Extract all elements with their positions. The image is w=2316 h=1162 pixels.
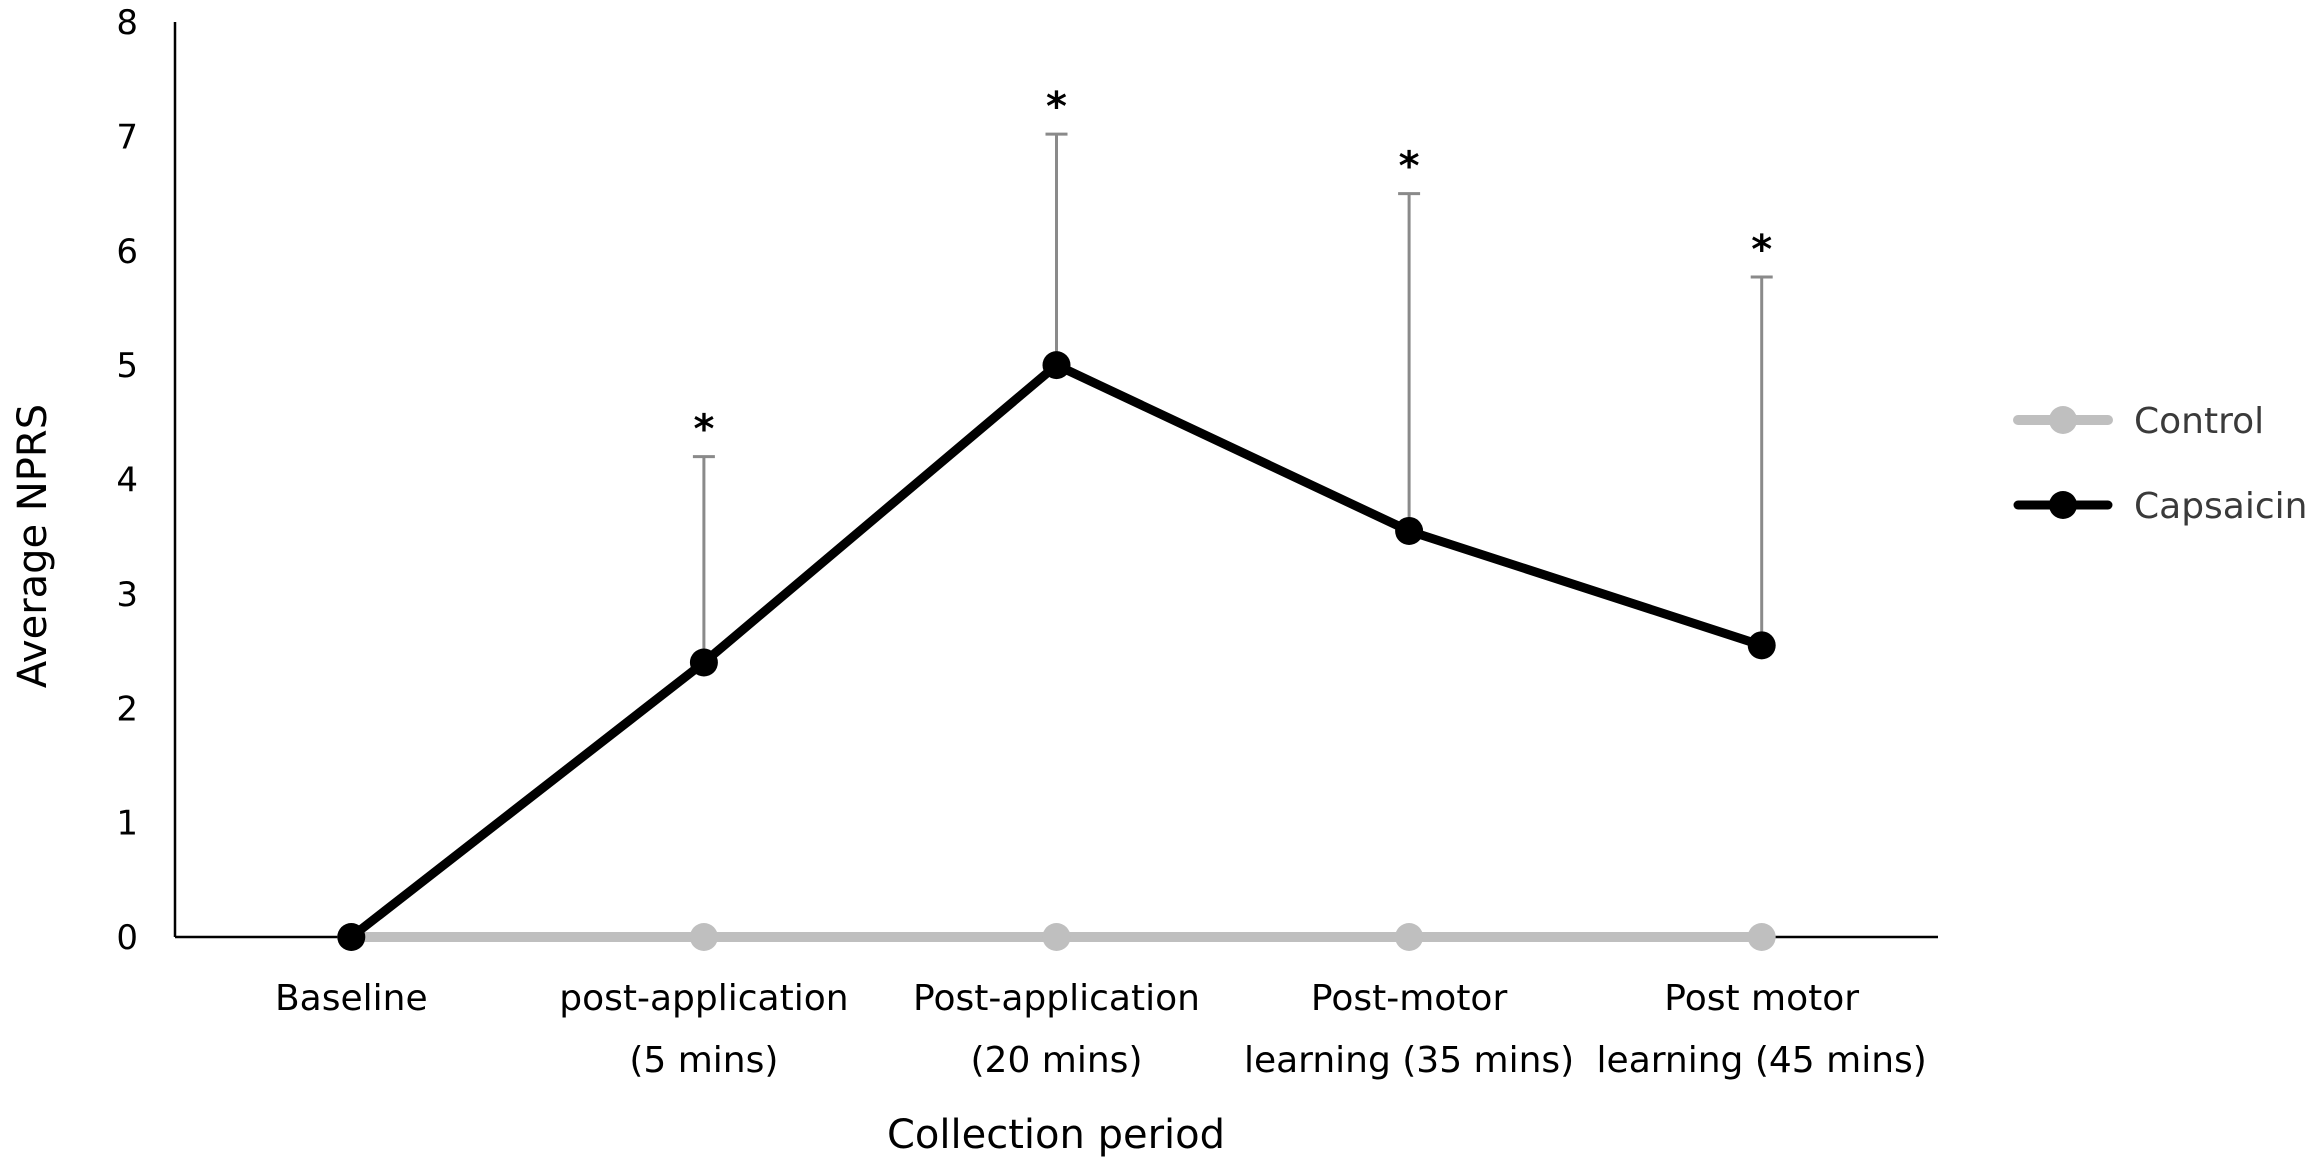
x-category-label-line: Post-application [913,978,1200,1019]
y-tick-label: 1 [116,804,138,844]
y-axis-title: Average NPRS [10,404,56,688]
y-tick-label: 7 [116,117,138,157]
y-tick-label: 6 [116,232,138,272]
significance-markers: * * * * [693,84,1772,453]
y-tick-label: 2 [116,689,138,729]
significance-marker: * [693,407,714,453]
significance-marker: * [1751,227,1772,273]
y-tick-label: 3 [116,575,138,615]
x-category-label-line: (20 mins) [971,1040,1143,1081]
x-category-label-line: Baseline [275,978,428,1019]
legend-label-capsaicin: Capsaicin [2134,486,2307,527]
series-line-capsaicin [346,360,1767,942]
x-category-label-line: learning (35 mins) [1244,1040,1574,1081]
legend-marker-capsaicin [2049,491,2077,519]
x-category-label: post-application (5 mins) [559,978,848,1081]
x-category-label: Baseline [275,978,428,1019]
y-tick-label: 5 [116,346,138,386]
data-point-control [1042,923,1071,951]
data-point-capsaicin [337,923,366,951]
data-point-control [1747,923,1776,951]
x-category-label-line: Post motor [1664,978,1859,1019]
x-category-label-line: Post-motor [1311,978,1508,1019]
data-point-capsaicin [1395,516,1424,545]
legend-marker-control [2049,406,2077,434]
data-point-capsaicin [1747,631,1776,660]
data-point-capsaicin [689,648,718,677]
y-tick-label: 4 [116,461,138,501]
x-axis-title: Collection period [887,1112,1225,1158]
data-point-control [689,923,718,951]
error-bars [692,132,1773,663]
x-category-labels: Baseline post-application (5 mins) Post-app… [275,978,1927,1081]
x-category-label-line: post-application [559,978,848,1019]
data-point-capsaicin [1042,351,1071,380]
significance-marker: * [1399,144,1420,190]
x-category-label: Post motor learning (45 mins) [1597,978,1927,1081]
x-category-label: Post-motor learning (35 mins) [1244,978,1574,1081]
legend-label-control: Control [2134,401,2264,442]
legend: Control Capsaicin [2013,401,2307,527]
y-tick-label: 0 [116,918,138,958]
y-tick-labels: 0 1 2 3 4 5 6 7 8 [116,3,138,958]
series-lines [337,351,1776,951]
y-tick-label: 8 [116,3,138,43]
x-category-label-line: learning (45 mins) [1597,1040,1927,1081]
significance-marker: * [1046,84,1067,130]
data-point-control [1395,923,1424,951]
x-category-label: Post-application (20 mins) [913,978,1200,1081]
x-category-label-line: (5 mins) [629,1040,778,1081]
